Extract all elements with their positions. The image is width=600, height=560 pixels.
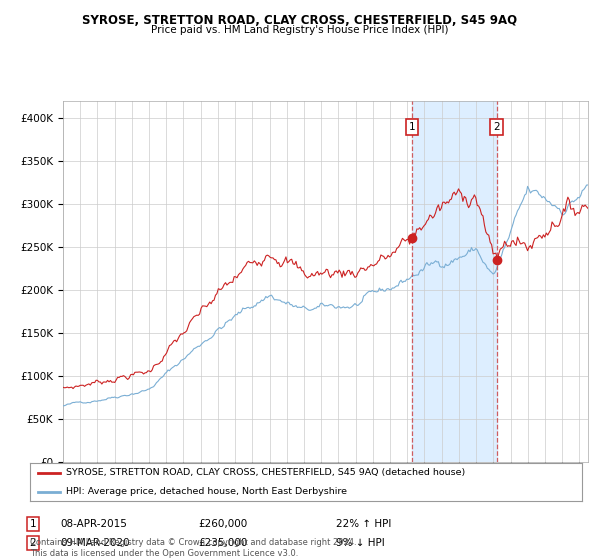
- Text: SYROSE, STRETTON ROAD, CLAY CROSS, CHESTERFIELD, S45 9AQ (detached house): SYROSE, STRETTON ROAD, CLAY CROSS, CHEST…: [66, 468, 465, 477]
- Text: 2: 2: [29, 538, 37, 548]
- Text: HPI: Average price, detached house, North East Derbyshire: HPI: Average price, detached house, Nort…: [66, 487, 347, 496]
- Bar: [412, 101, 497, 462]
- Text: 9% ↓ HPI: 9% ↓ HPI: [336, 538, 385, 548]
- Text: SYROSE, STRETTON ROAD, CLAY CROSS, CHESTERFIELD, S45 9AQ: SYROSE, STRETTON ROAD, CLAY CROSS, CHEST…: [82, 14, 518, 27]
- Text: 1: 1: [29, 519, 37, 529]
- Text: 2: 2: [493, 122, 500, 132]
- Text: Price paid vs. HM Land Registry's House Price Index (HPI): Price paid vs. HM Land Registry's House …: [151, 25, 449, 35]
- Text: Contains HM Land Registry data © Crown copyright and database right 2024.
This d: Contains HM Land Registry data © Crown c…: [30, 538, 356, 558]
- Text: £260,000: £260,000: [198, 519, 247, 529]
- Text: 09-MAR-2020: 09-MAR-2020: [60, 538, 130, 548]
- Text: 08-APR-2015: 08-APR-2015: [60, 519, 127, 529]
- Text: £235,000: £235,000: [198, 538, 247, 548]
- Text: 22% ↑ HPI: 22% ↑ HPI: [336, 519, 391, 529]
- Text: 1: 1: [409, 122, 415, 132]
